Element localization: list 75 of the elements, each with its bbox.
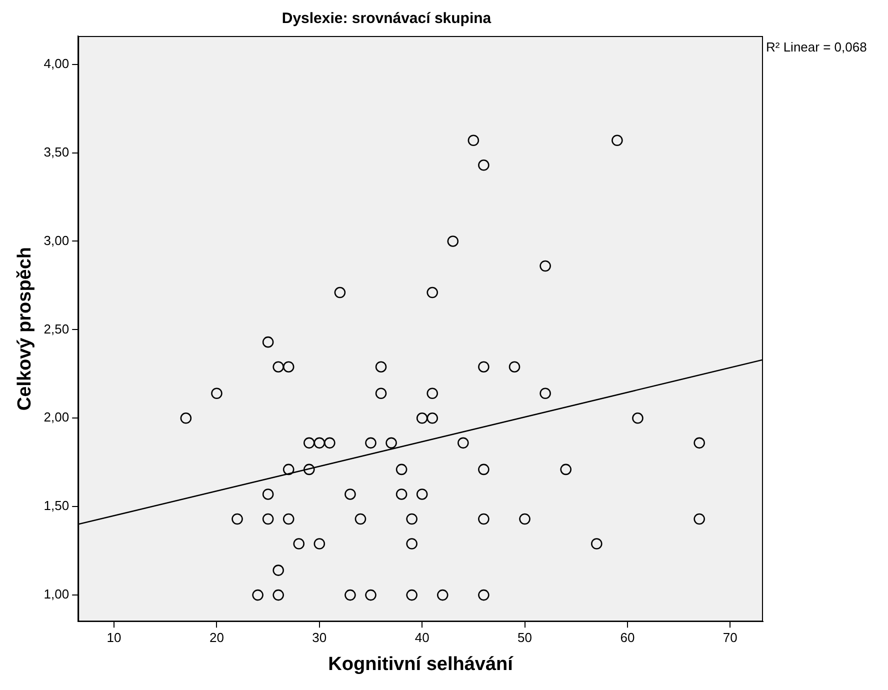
point xyxy=(365,589,376,601)
x-tick-label: 70 xyxy=(722,630,738,645)
point xyxy=(303,437,315,449)
y-tick-label: 1,50 xyxy=(44,498,70,514)
text: R² Linear = 0,068 xyxy=(766,40,867,55)
chart-title: Dyslexie: srovnávací skupina xyxy=(282,10,492,28)
point xyxy=(396,488,408,500)
point xyxy=(344,488,356,500)
point xyxy=(282,513,294,525)
point xyxy=(694,513,705,525)
point xyxy=(478,361,490,372)
point xyxy=(436,589,448,601)
point xyxy=(560,464,572,476)
point xyxy=(478,464,490,476)
point xyxy=(293,538,305,550)
point xyxy=(458,437,469,449)
point xyxy=(180,412,192,424)
point xyxy=(303,464,315,476)
point xyxy=(416,488,428,500)
point xyxy=(396,464,408,476)
point xyxy=(282,464,294,476)
point xyxy=(232,513,243,525)
point xyxy=(612,134,623,146)
x-tick-label: 40 xyxy=(414,630,430,645)
point xyxy=(447,236,459,247)
point xyxy=(519,513,530,525)
point xyxy=(272,564,284,576)
y-tick-label: 2,50 xyxy=(44,321,70,336)
point xyxy=(262,488,274,500)
point xyxy=(591,538,602,550)
point xyxy=(272,361,284,372)
point xyxy=(375,361,387,372)
y-tick-label: 4,00 xyxy=(44,56,70,71)
y-tick-label: 3,50 xyxy=(44,144,70,160)
x-tick-label: 20 xyxy=(209,630,224,645)
point xyxy=(478,589,490,601)
x-tick-label: 10 xyxy=(106,630,122,645)
point xyxy=(468,134,480,146)
point xyxy=(354,513,366,525)
point xyxy=(386,437,397,449)
point xyxy=(426,412,438,424)
point xyxy=(211,388,222,400)
y-tick-label: 2,00 xyxy=(44,410,70,425)
point xyxy=(426,286,438,298)
point xyxy=(406,589,418,601)
point xyxy=(478,513,490,525)
point xyxy=(694,437,705,449)
point xyxy=(426,388,438,400)
x-axis-title: Kognitivní selhávání xyxy=(328,654,514,675)
point xyxy=(324,437,336,449)
point xyxy=(508,361,520,372)
y-tick-label: 1,00 xyxy=(44,586,70,602)
point xyxy=(365,437,376,449)
point xyxy=(262,513,274,525)
point xyxy=(540,388,551,400)
point xyxy=(344,589,356,601)
point xyxy=(375,388,387,400)
point xyxy=(478,160,490,171)
point xyxy=(416,412,428,424)
x-tick-label: 30 xyxy=(312,630,327,645)
point xyxy=(406,538,418,550)
point xyxy=(314,437,326,449)
point xyxy=(334,286,346,298)
point xyxy=(272,589,284,601)
y-tick-label: 3,00 xyxy=(44,232,70,248)
point xyxy=(314,538,326,550)
point xyxy=(252,589,264,601)
point xyxy=(540,260,551,272)
point xyxy=(282,361,294,372)
point xyxy=(262,336,274,348)
x-tick-label: 60 xyxy=(620,630,635,645)
x-tick-label: 50 xyxy=(518,630,532,645)
point xyxy=(632,412,644,424)
y-axis-title: Celkový prospěch xyxy=(14,246,36,411)
point xyxy=(406,513,418,525)
